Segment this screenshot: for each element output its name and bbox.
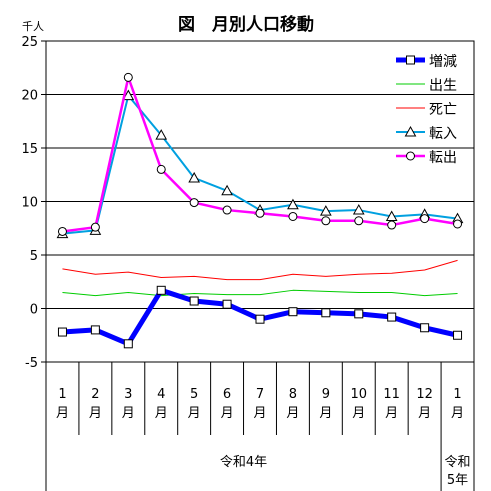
chart-title: 図 月別人口移動 <box>178 14 314 35</box>
y-tick-label: 5 <box>30 249 38 264</box>
data-point-circle <box>222 205 232 215</box>
y-tick-label: 25 <box>21 35 38 50</box>
data-point-square <box>387 312 397 322</box>
series-line <box>62 259 458 281</box>
legend-label: 死亡 <box>429 102 457 118</box>
data-point-square <box>255 314 265 324</box>
y-tick-label: 15 <box>21 142 38 157</box>
data-point-circle <box>90 222 100 232</box>
data-point-triangle <box>122 89 135 101</box>
data-point-triangle <box>155 129 168 140</box>
y-tick-label: 0 <box>30 303 38 318</box>
data-point-square <box>222 299 232 309</box>
data-point-triangle <box>221 184 233 196</box>
data-point-square <box>453 330 463 340</box>
year-group-label: 令和4年 <box>220 455 267 470</box>
legend-item: 転出 <box>396 150 457 166</box>
legend-item: 増減 <box>396 53 457 70</box>
axes <box>45 40 475 491</box>
y-tick-label: 20 <box>21 89 38 104</box>
data-point-square <box>90 325 100 335</box>
plot-area-frame <box>45 40 475 363</box>
series-layer <box>56 72 464 349</box>
data-point-circle <box>255 208 265 218</box>
series-0 <box>57 285 463 349</box>
y-tick-label: 10 <box>21 196 38 211</box>
data-point-triangle <box>287 198 299 210</box>
data-point-circle <box>453 219 463 229</box>
data-point-triangle <box>404 125 417 137</box>
data-point-triangle <box>188 171 201 183</box>
data-point-circle <box>387 220 397 230</box>
data-point-circle <box>189 198 199 208</box>
legend-item: 出生 <box>396 78 457 94</box>
data-point-square <box>420 323 430 333</box>
data-point-triangle <box>319 205 332 216</box>
data-point-circle <box>321 216 331 226</box>
data-point-triangle <box>385 210 398 221</box>
data-point-circle <box>57 226 67 236</box>
data-point-square <box>189 296 199 306</box>
data-point-triangle <box>352 204 365 215</box>
data-point-circle <box>123 72 133 82</box>
series-4 <box>57 72 463 236</box>
data-point-circle <box>354 216 364 226</box>
data-point-square <box>288 307 298 317</box>
year-group-label: 令和 5年 <box>445 455 471 488</box>
y-tick-label: -5 <box>25 356 38 371</box>
legend-label: 転出 <box>429 150 457 166</box>
data-point-circle <box>288 211 298 221</box>
legend-label: 出生 <box>429 78 457 94</box>
data-point-square <box>156 285 166 295</box>
series-2 <box>62 259 458 281</box>
x-tick-label: 12 月 <box>416 387 433 421</box>
legend-label: 増減 <box>429 53 457 70</box>
x-tick-label: 11 月 <box>383 387 400 421</box>
legend-item: 死亡 <box>396 102 457 118</box>
y-axis-unit-label: 千人 <box>22 20 44 33</box>
legend-label: 転入 <box>429 126 457 142</box>
data-point-circle <box>156 164 166 174</box>
legend-item: 転入 <box>396 125 457 142</box>
data-point-circle <box>406 151 415 161</box>
series-1 <box>62 289 458 297</box>
data-point-square <box>123 339 133 349</box>
data-point-circle <box>420 214 430 224</box>
x-tick-label: 10 月 <box>350 387 367 421</box>
series-line <box>62 289 458 297</box>
data-point-square <box>57 327 67 337</box>
data-point-square <box>321 308 331 318</box>
data-point-square <box>406 55 415 65</box>
data-point-square <box>354 309 364 319</box>
